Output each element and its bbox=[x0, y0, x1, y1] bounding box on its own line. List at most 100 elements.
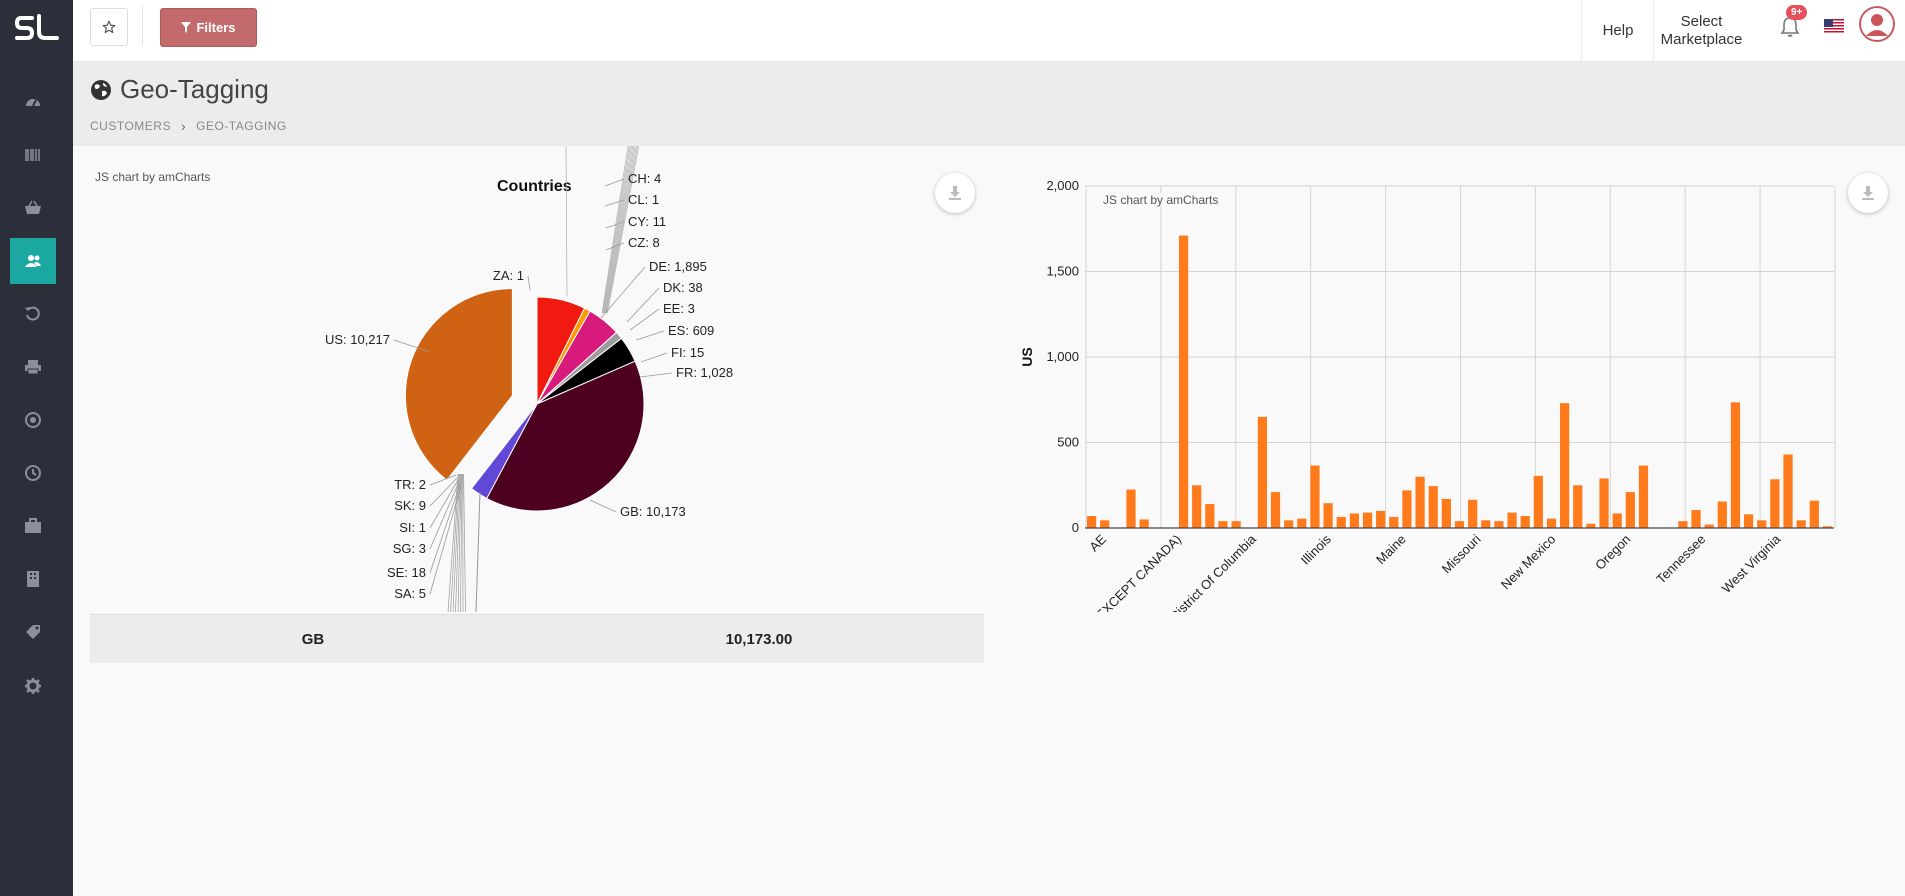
bar[interactable] bbox=[1599, 478, 1609, 528]
user-icon bbox=[1859, 6, 1895, 42]
bar[interactable] bbox=[1192, 485, 1202, 528]
bar[interactable] bbox=[1822, 526, 1833, 528]
sidebar-item-printer[interactable] bbox=[10, 344, 56, 390]
bar[interactable] bbox=[1441, 498, 1451, 528]
bar[interactable] bbox=[1349, 513, 1359, 528]
bar[interactable] bbox=[1638, 465, 1649, 528]
sidebar-item-briefcase[interactable] bbox=[10, 503, 56, 549]
bar[interactable] bbox=[1336, 516, 1346, 528]
user-avatar[interactable] bbox=[1859, 6, 1895, 42]
pie-leader-line bbox=[626, 287, 660, 323]
download-icon bbox=[949, 186, 961, 200]
bar[interactable] bbox=[1520, 516, 1530, 528]
sidebar-item-history[interactable] bbox=[10, 291, 56, 337]
clock-icon bbox=[25, 465, 41, 481]
breadcrumb-customers[interactable]: CUSTOMERS bbox=[90, 119, 171, 133]
bar-download-button[interactable] bbox=[1848, 173, 1888, 213]
sidebar-item-users[interactable] bbox=[10, 238, 56, 284]
bar[interactable] bbox=[1730, 402, 1741, 528]
filters-label: Filters bbox=[196, 20, 236, 35]
bar[interactable] bbox=[1086, 516, 1097, 528]
bar[interactable] bbox=[1743, 514, 1754, 528]
us-flag-icon[interactable] bbox=[1824, 19, 1844, 34]
bar[interactable] bbox=[1494, 521, 1504, 528]
filters-button[interactable]: Filters bbox=[160, 8, 257, 47]
bar[interactable] bbox=[1402, 490, 1412, 528]
bar[interactable] bbox=[1691, 510, 1701, 528]
bar[interactable] bbox=[1126, 489, 1136, 528]
bar[interactable] bbox=[1717, 501, 1727, 528]
sidebar-item-gear[interactable] bbox=[10, 663, 56, 709]
sidebar-item-basket[interactable] bbox=[10, 185, 56, 231]
bar[interactable] bbox=[1310, 465, 1320, 528]
bar[interactable] bbox=[1796, 520, 1806, 528]
bar[interactable] bbox=[1205, 504, 1215, 528]
bar[interactable] bbox=[1586, 523, 1596, 528]
pie-slice-us[interactable] bbox=[404, 288, 513, 481]
chevron-right-icon: › bbox=[180, 118, 187, 134]
sidebar-item-tag[interactable] bbox=[10, 609, 56, 655]
bar-ytick-label: 1,500 bbox=[1046, 264, 1079, 279]
pie-label-cz: CZ: 8 bbox=[628, 235, 660, 250]
bar[interactable] bbox=[1625, 492, 1635, 528]
bar[interactable] bbox=[1139, 519, 1149, 528]
bar[interactable] bbox=[1454, 521, 1465, 528]
bar-xtick-label: AE bbox=[1086, 531, 1109, 554]
bar[interactable] bbox=[1323, 503, 1333, 528]
app-logo[interactable] bbox=[0, 0, 73, 55]
bar[interactable] bbox=[1809, 500, 1819, 528]
bar[interactable] bbox=[1100, 520, 1110, 528]
bar[interactable] bbox=[1704, 524, 1714, 528]
bar[interactable] bbox=[1770, 479, 1780, 528]
bar[interactable] bbox=[1783, 454, 1793, 528]
page-header: Geo-Tagging CUSTOMERS › GEO-TAGGING bbox=[73, 62, 1905, 146]
bar[interactable] bbox=[1178, 235, 1189, 528]
pie-chart-credit[interactable]: JS chart by amCharts bbox=[95, 170, 211, 184]
bar[interactable] bbox=[1218, 521, 1228, 528]
pie-leader-line bbox=[604, 178, 625, 187]
bar-xtick-label: Illinois bbox=[1298, 531, 1335, 568]
bar[interactable] bbox=[1231, 521, 1241, 528]
pie-label-si: SI: 1 bbox=[399, 520, 426, 535]
help-link[interactable]: Help bbox=[1581, 0, 1654, 61]
sidebar-item-barcode[interactable] bbox=[10, 132, 56, 178]
bar[interactable] bbox=[1362, 512, 1373, 528]
bar[interactable] bbox=[1389, 516, 1399, 528]
pie-label-ch: CH: 4 bbox=[628, 171, 661, 186]
building-icon bbox=[27, 571, 39, 587]
bar[interactable] bbox=[1678, 521, 1688, 528]
sidebar-item-target[interactable] bbox=[10, 397, 56, 443]
pie-label-tr: TR: 2 bbox=[394, 477, 426, 492]
bar[interactable] bbox=[1757, 520, 1767, 528]
bar[interactable] bbox=[1376, 510, 1386, 528]
bar[interactable] bbox=[1297, 518, 1307, 528]
select-marketplace-link[interactable]: Select Marketplace bbox=[1653, 0, 1749, 61]
pie-slice-other-purple[interactable] bbox=[470, 403, 538, 500]
pie-label-gb: GB: 10,173 bbox=[620, 504, 686, 519]
bar[interactable] bbox=[1415, 476, 1425, 528]
pie-label-de: DE: 1,895 bbox=[649, 259, 707, 274]
favorite-button[interactable] bbox=[90, 8, 128, 46]
pie-download-button[interactable] bbox=[935, 173, 975, 213]
bar[interactable] bbox=[1428, 486, 1438, 528]
notification-badge[interactable]: 9+ bbox=[1786, 5, 1808, 20]
pie-chart-title: Countries bbox=[497, 178, 572, 195]
bar[interactable] bbox=[1481, 520, 1491, 528]
pie-leader-line bbox=[475, 491, 481, 612]
bar[interactable] bbox=[1257, 416, 1267, 528]
sidebar-item-clock[interactable] bbox=[10, 450, 56, 496]
sidebar-item-dashboard[interactable] bbox=[10, 78, 56, 124]
bar-chart-credit[interactable]: JS chart by amCharts bbox=[1100, 193, 1222, 207]
download-icon bbox=[1862, 186, 1874, 200]
bar[interactable] bbox=[1507, 512, 1517, 528]
bar[interactable] bbox=[1546, 518, 1557, 528]
bar[interactable] bbox=[1468, 499, 1478, 528]
bar[interactable] bbox=[1270, 492, 1281, 528]
bar[interactable] bbox=[1560, 403, 1570, 528]
bar[interactable] bbox=[1533, 475, 1543, 528]
bar[interactable] bbox=[1612, 513, 1622, 528]
bar[interactable] bbox=[1573, 485, 1583, 528]
bar[interactable] bbox=[1284, 520, 1294, 528]
sidebar-item-building[interactable] bbox=[10, 556, 56, 602]
pie-slice-gb[interactable] bbox=[486, 360, 645, 512]
